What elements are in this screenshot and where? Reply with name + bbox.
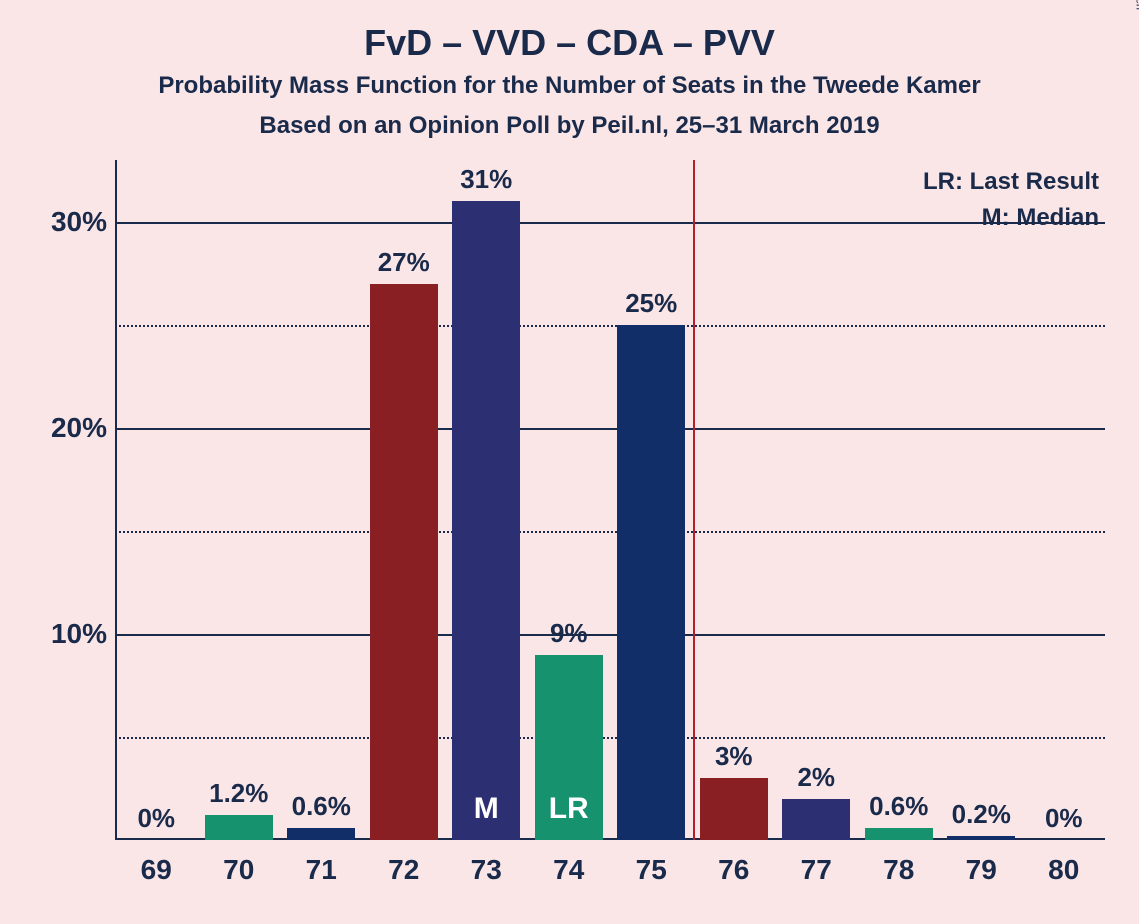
- x-tick-label: 77: [801, 854, 832, 886]
- bar-value-label: 0%: [137, 803, 175, 834]
- chart-plot-area: LR: Last Result M: Median 10%20%30%0%691…: [115, 160, 1105, 840]
- gridline: [115, 428, 1105, 430]
- bar: [865, 828, 933, 840]
- x-tick-label: 73: [471, 854, 502, 886]
- bar: M: [452, 201, 520, 840]
- y-tick-label: 20%: [17, 412, 107, 444]
- gridline: [115, 634, 1105, 636]
- bar: [617, 325, 685, 840]
- x-tick-label: 80: [1048, 854, 1079, 886]
- bar: [947, 836, 1015, 840]
- legend-m: M: Median: [982, 204, 1099, 232]
- bar-value-label: 25%: [625, 288, 677, 319]
- x-tick-label: 75: [636, 854, 667, 886]
- majority-line: [693, 160, 695, 840]
- x-tick-label: 72: [388, 854, 419, 886]
- gridline-minor: [115, 325, 1105, 327]
- x-tick-label: 70: [223, 854, 254, 886]
- x-tick-label: 78: [883, 854, 914, 886]
- chart-subtitle-2: Based on an Opinion Poll by Peil.nl, 25–…: [0, 112, 1139, 140]
- bar: [287, 828, 355, 840]
- bar-value-label: 0.6%: [292, 791, 351, 822]
- gridline: [115, 222, 1105, 224]
- x-tick-label: 79: [966, 854, 997, 886]
- bar: [782, 799, 850, 840]
- bar-value-label: 27%: [378, 247, 430, 278]
- bar: [700, 778, 768, 840]
- x-tick-label: 76: [718, 854, 749, 886]
- bar-value-label: 0.2%: [952, 799, 1011, 830]
- gridline-minor: [115, 737, 1105, 739]
- x-tick-label: 74: [553, 854, 584, 886]
- x-tick-label: 71: [306, 854, 337, 886]
- legend-lr: LR: Last Result: [923, 168, 1099, 196]
- bar: LR: [535, 655, 603, 840]
- y-tick-label: 10%: [17, 618, 107, 650]
- chart-subtitle-1: Probability Mass Function for the Number…: [0, 72, 1139, 100]
- bar-value-label: 9%: [550, 618, 588, 649]
- bar-value-label: 2%: [797, 762, 835, 793]
- y-tick-label: 30%: [17, 206, 107, 238]
- bar-value-label: 1.2%: [209, 778, 268, 809]
- bar-inner-label: LR: [535, 792, 603, 826]
- gridline-minor: [115, 531, 1105, 533]
- bar-value-label: 0.6%: [869, 791, 928, 822]
- bar-inner-label: M: [452, 792, 520, 826]
- bar: [205, 815, 273, 840]
- bar-value-label: 31%: [460, 164, 512, 195]
- chart-title: FvD – VVD – CDA – PVV: [0, 22, 1139, 64]
- x-tick-label: 69: [141, 854, 172, 886]
- bar-value-label: 3%: [715, 741, 753, 772]
- copyright-notice: © 2020 Filip van Laenen: [1133, 0, 1139, 10]
- bar-value-label: 0%: [1045, 803, 1083, 834]
- bar: [370, 284, 438, 840]
